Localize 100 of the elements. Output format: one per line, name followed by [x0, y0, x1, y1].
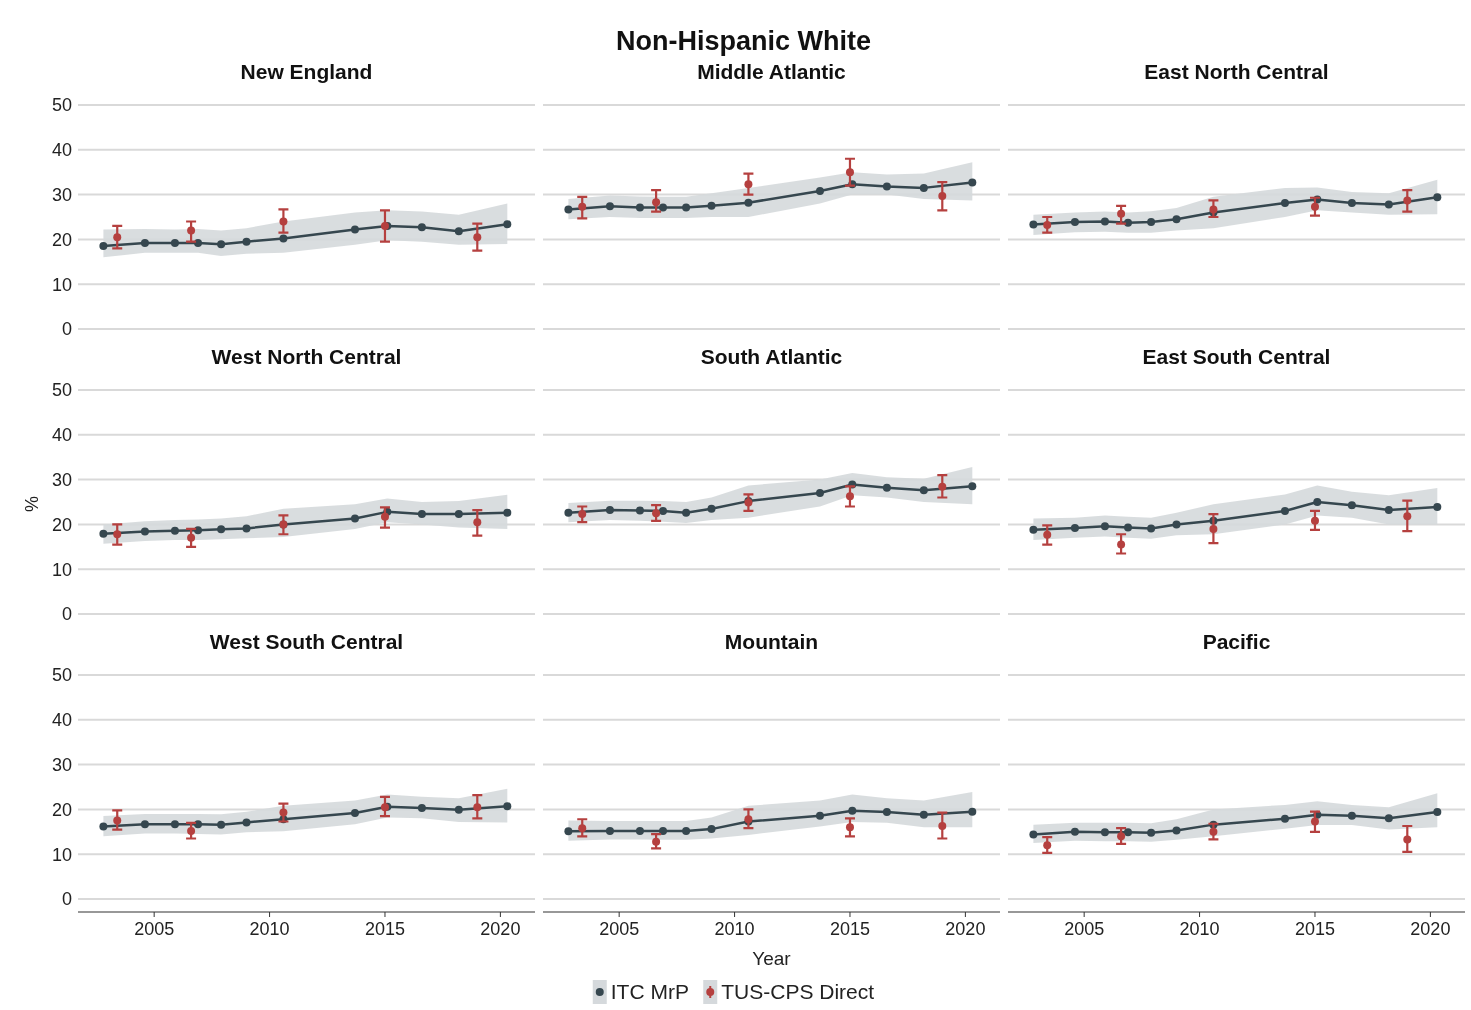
y-tick-label: 50	[51, 380, 72, 401]
point	[1403, 196, 1412, 205]
point	[659, 506, 668, 515]
point	[140, 820, 149, 829]
point	[1043, 530, 1052, 539]
point	[417, 804, 426, 813]
point	[707, 504, 716, 513]
point	[1100, 217, 1109, 226]
point	[848, 806, 857, 815]
point	[279, 217, 288, 226]
y-tick-label: 10	[51, 844, 72, 865]
point	[454, 510, 463, 519]
point	[1070, 217, 1079, 226]
point	[503, 802, 512, 811]
point	[938, 821, 947, 830]
chart-title: West North Central	[211, 345, 402, 368]
x-tick-label: 2005	[1064, 919, 1105, 939]
point	[1280, 506, 1289, 515]
point	[968, 482, 977, 491]
y-tick-label: 20	[51, 514, 72, 535]
point	[113, 816, 122, 825]
point	[919, 810, 928, 819]
chart-title: Mountain	[724, 630, 819, 653]
point	[882, 483, 891, 492]
point	[1433, 808, 1442, 817]
point	[1172, 826, 1181, 835]
point	[140, 238, 149, 247]
point	[635, 826, 644, 835]
legend-label: ITC MrP	[610, 980, 689, 1004]
point	[1347, 501, 1356, 510]
point	[1147, 828, 1156, 837]
point	[503, 220, 512, 229]
point	[1384, 200, 1393, 209]
point	[99, 529, 108, 538]
point	[99, 822, 108, 831]
point	[1347, 199, 1356, 208]
y-tick-label: 30	[51, 754, 72, 775]
y-tick-label: 0	[61, 319, 72, 340]
chart-title: Pacific	[1202, 630, 1271, 653]
point	[882, 808, 891, 817]
x-tick-label: 2020	[1410, 919, 1451, 939]
point	[1117, 209, 1126, 218]
x-tick-label: 2010	[1179, 919, 1220, 939]
point	[473, 518, 482, 527]
point	[1172, 520, 1181, 529]
point	[1124, 218, 1133, 227]
legend-label: TUS-CPS Direct	[721, 980, 875, 1004]
x-tick-label: 2005	[599, 919, 640, 939]
point	[140, 527, 149, 536]
point	[194, 526, 203, 535]
point	[1029, 525, 1038, 534]
chart-title: South Atlantic	[700, 345, 843, 368]
y-tick-label: 0	[61, 889, 72, 910]
point	[815, 187, 824, 196]
point	[1280, 814, 1289, 823]
point	[380, 512, 389, 521]
point	[968, 178, 977, 187]
point	[454, 227, 463, 236]
y-tick-label: 40	[51, 140, 72, 161]
point	[279, 808, 288, 817]
point	[503, 508, 512, 517]
point	[1070, 827, 1079, 836]
point	[1117, 540, 1126, 549]
x-tick-label: 2015	[364, 919, 405, 939]
chart-title: New England	[240, 60, 373, 83]
point	[707, 201, 716, 210]
point	[1124, 828, 1133, 837]
point	[635, 506, 644, 515]
point	[170, 526, 179, 535]
point	[682, 826, 691, 835]
point	[417, 510, 426, 519]
x-tick-label: 2015	[1294, 919, 1335, 939]
x-tick-label: 2020	[480, 919, 521, 939]
point	[217, 240, 226, 249]
point	[578, 824, 587, 833]
point	[1124, 523, 1133, 532]
point	[1070, 523, 1079, 532]
point	[1029, 220, 1038, 229]
point	[1403, 512, 1412, 521]
y-tick-label: 20	[51, 799, 72, 820]
point	[113, 233, 122, 242]
chart-title: East North Central	[1144, 60, 1329, 83]
y-axis-title: %	[22, 495, 42, 513]
point	[1029, 830, 1038, 839]
point	[1209, 524, 1218, 533]
point	[187, 533, 196, 542]
point	[659, 203, 668, 212]
point	[170, 238, 179, 247]
y-tick-label: 10	[51, 274, 72, 295]
point	[1384, 814, 1393, 823]
chart-title: West South Central	[209, 630, 404, 653]
point	[279, 234, 288, 243]
y-tick-label: 20	[51, 229, 72, 250]
chart-title: Middle Atlantic	[697, 60, 847, 83]
point	[919, 183, 928, 192]
point	[605, 826, 614, 835]
point	[1100, 522, 1109, 531]
y-tick-label: 50	[51, 95, 72, 116]
y-tick-label: 30	[51, 469, 72, 490]
point	[1310, 516, 1319, 525]
